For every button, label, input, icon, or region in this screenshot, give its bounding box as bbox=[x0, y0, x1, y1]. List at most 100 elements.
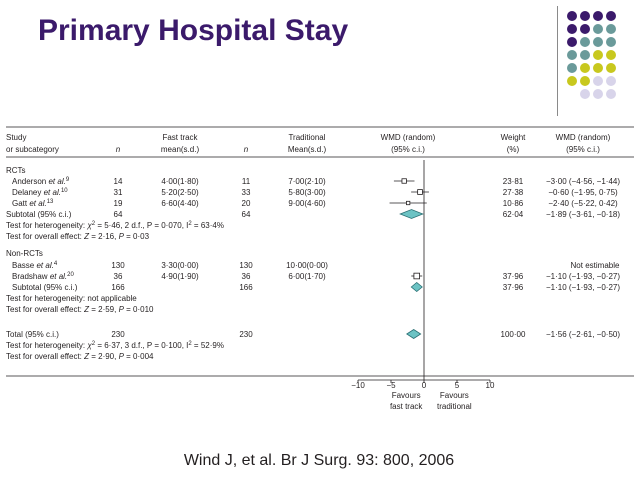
decor-dot bbox=[593, 50, 603, 60]
decor-dot bbox=[567, 24, 577, 34]
favours-fast-track-2: fast track bbox=[390, 402, 423, 411]
study-name: Anderson et al.9 bbox=[12, 177, 70, 186]
decor-dot bbox=[580, 76, 590, 86]
decor-dot bbox=[593, 37, 603, 47]
study-ci-text: −0·60 (−1·95, 0·75) bbox=[548, 188, 618, 197]
decor-dot bbox=[606, 76, 616, 86]
favours-traditional-1: Favours bbox=[440, 391, 469, 400]
subtotal-n-trad: 64 bbox=[242, 210, 251, 219]
overall-effect-test: Test for overall effect: Z = 2·16, P = 0… bbox=[6, 232, 150, 241]
decor-dot bbox=[593, 63, 603, 73]
study-traditional: 5·80(3·00) bbox=[288, 188, 326, 197]
study-n-fast: 19 bbox=[114, 199, 123, 208]
study-fast-track: 4·90(1·90) bbox=[161, 272, 199, 281]
study-name: Delaney et al.10 bbox=[12, 188, 68, 197]
overall-effect-test: Test for overall effect: Z = 2·59, P = 0… bbox=[6, 305, 154, 314]
header-subcategory: or subcategory bbox=[6, 145, 59, 154]
header-wmd2-sub: (95% c.i.) bbox=[566, 145, 600, 154]
header-n-fast: n bbox=[116, 145, 121, 154]
x-axis-ticks: −10 −5 0 5 10 bbox=[351, 380, 495, 390]
point-estimate bbox=[417, 189, 423, 195]
decor-dot bbox=[567, 11, 577, 21]
decor-dot bbox=[580, 63, 590, 73]
study-traditional: 10·00(0·00) bbox=[286, 261, 328, 270]
subtotal-ci-text: −1·89 (−3·61, −0·18) bbox=[546, 210, 620, 219]
pooled-diamond bbox=[406, 329, 422, 339]
pooled-diamond bbox=[399, 209, 424, 219]
total-weight: 100·00 bbox=[501, 330, 526, 339]
total-ci-text: −1·56 (−2·61, −0·50) bbox=[546, 330, 620, 339]
study-traditional: 7·00(2·10) bbox=[288, 177, 326, 186]
study-fast-track: 3·30(0·00) bbox=[161, 261, 199, 270]
study-n-trad: 36 bbox=[242, 272, 251, 281]
group-label-rcts: RCTs bbox=[6, 166, 26, 175]
header-weight: Weight bbox=[501, 133, 527, 142]
heterogeneity-test: Test for heterogeneity: χ2 = 6·37, 3 d.f… bbox=[6, 341, 224, 350]
favours-traditional-2: traditional bbox=[437, 402, 472, 411]
decor-dot-grid bbox=[567, 11, 616, 99]
study-n-trad: 11 bbox=[242, 177, 251, 186]
x-tick-label: 10 bbox=[486, 381, 495, 390]
decor-divider-line bbox=[557, 6, 558, 116]
group-label-non-rcts: Non-RCTs bbox=[6, 249, 43, 258]
subtotal-n-fast: 64 bbox=[114, 210, 123, 219]
study-ci-text: −3·00 (−4·56, −1·44) bbox=[546, 177, 620, 186]
x-tick-label: 0 bbox=[422, 381, 427, 390]
decor-dot bbox=[580, 89, 590, 99]
citation: Wind J, et al. Br J Surg. 93: 800, 2006 bbox=[183, 452, 455, 469]
decor-dot bbox=[580, 50, 590, 60]
subtotal-n-fast: 166 bbox=[111, 283, 125, 292]
favours-fast-track-1: Favours bbox=[392, 391, 421, 400]
subtotal-weight: 37·96 bbox=[503, 283, 524, 292]
total-n-fast: 230 bbox=[111, 330, 125, 339]
total-n-trad: 230 bbox=[239, 330, 253, 339]
pooled-diamond bbox=[410, 281, 423, 293]
study-ci-text: −1·10 (−1·93, −0·27) bbox=[546, 272, 620, 281]
study-name: Basse et al.4 bbox=[12, 261, 58, 270]
header-wmd-sub: (95% c.i.) bbox=[391, 145, 425, 154]
subtotal-label: Subtotal (95% c.i.) bbox=[12, 283, 78, 292]
study-n-fast: 130 bbox=[111, 261, 125, 270]
header-traditional: Traditional bbox=[288, 133, 325, 142]
study-n-fast: 31 bbox=[114, 188, 123, 197]
decor-dot bbox=[606, 24, 616, 34]
total-label: Total (95% c.i.) bbox=[6, 330, 59, 339]
decor-dot bbox=[606, 89, 616, 99]
header-wmd2: WMD (random) bbox=[556, 133, 611, 142]
header-study: Study bbox=[6, 133, 26, 142]
point-estimate bbox=[401, 178, 407, 184]
x-tick-label: 5 bbox=[455, 381, 460, 390]
header-weight-sub: (%) bbox=[507, 145, 520, 154]
study-traditional: 6·00(1·70) bbox=[288, 272, 326, 281]
header-fast-track-sub: mean(s.d.) bbox=[161, 145, 200, 154]
subtotal-ci-text: −1·10 (−1·93, −0·27) bbox=[546, 283, 620, 292]
decor-dot bbox=[606, 50, 616, 60]
point-estimate bbox=[406, 200, 411, 206]
subtotal-label: Subtotal (95% c.i.) bbox=[6, 210, 72, 219]
decor-dot bbox=[580, 37, 590, 47]
decor-dot bbox=[606, 63, 616, 73]
study-n-trad: 33 bbox=[242, 188, 251, 197]
header-n-trad: n bbox=[244, 145, 249, 154]
study-traditional: 9·00(4·60) bbox=[288, 199, 326, 208]
study-fast-track: 5·20(2·50) bbox=[161, 188, 199, 197]
header-fast-track: Fast track bbox=[162, 133, 198, 142]
decor-dot bbox=[567, 63, 577, 73]
subtotal-weight: 62·04 bbox=[503, 210, 524, 219]
overall-effect-test: Test for overall effect: Z = 2·90, P = 0… bbox=[6, 352, 154, 361]
decor-dot bbox=[567, 50, 577, 60]
heterogeneity-test: Test for heterogeneity: χ2 = 5·46, 2 d.f… bbox=[6, 221, 224, 230]
decor-dot bbox=[606, 11, 616, 21]
study-weight: 37·96 bbox=[503, 272, 524, 281]
point-estimate bbox=[413, 272, 420, 280]
decor-dot bbox=[567, 37, 577, 47]
study-fast-track: 4·00(1·80) bbox=[161, 177, 199, 186]
study-n-fast: 14 bbox=[114, 177, 123, 186]
subtotal-n-trad: 166 bbox=[239, 283, 253, 292]
forest-plot: Study or subcategory n Fast track mean(s… bbox=[6, 126, 634, 411]
study-ci-text: −2·40 (−5·22, 0·42) bbox=[548, 199, 618, 208]
decor-dot bbox=[593, 76, 603, 86]
study-weight: 10·86 bbox=[503, 199, 524, 208]
study-name: Gatt et al.13 bbox=[12, 199, 54, 208]
study-name: Bradshaw et al.20 bbox=[12, 272, 74, 281]
